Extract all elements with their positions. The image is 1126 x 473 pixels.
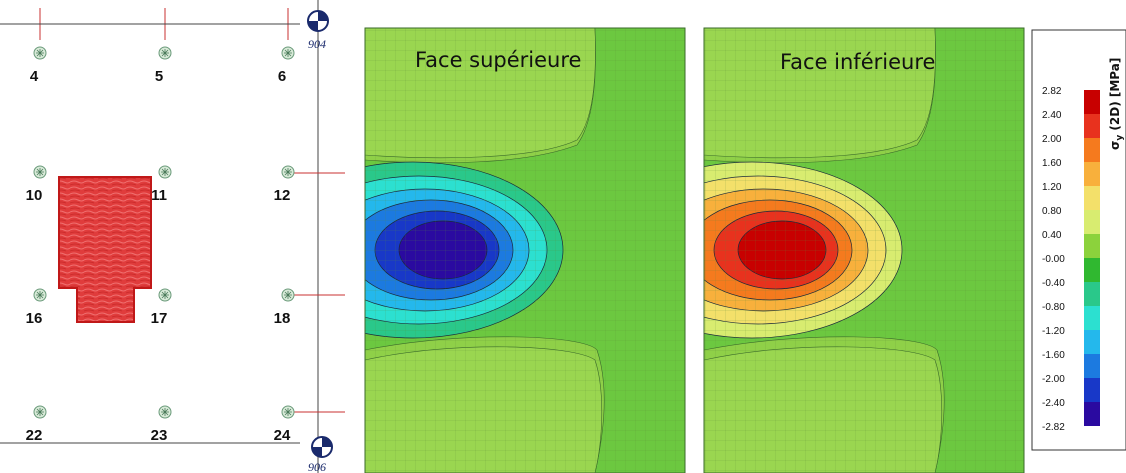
legend-units: (2D) [MPa] [1108, 58, 1122, 135]
support-node-icon [281, 46, 295, 60]
node-label: 6 [278, 68, 286, 85]
support-node-icon [33, 165, 47, 179]
support-node-icon [33, 46, 47, 60]
legend-tick: 0.40 [1042, 230, 1062, 241]
legend-tick: -1.60 [1042, 350, 1065, 361]
map-face-superieure [365, 28, 685, 473]
map-title-inferieure: Face inférieure [780, 50, 935, 74]
node-label: 4 [30, 68, 39, 85]
support-node-icon [33, 405, 47, 419]
contour-maps: Face supérieure Face inférieure [364, 27, 1025, 473]
support-node-icon [158, 405, 172, 419]
legend-tick: -2.82 [1042, 422, 1065, 433]
node-label: 10 [26, 187, 43, 204]
legend-color-bar [1084, 90, 1100, 426]
legend-swatch [1084, 402, 1100, 426]
support-node-icon [158, 165, 172, 179]
legend-tick: 2.40 [1042, 110, 1062, 121]
legend-frame [1031, 29, 1126, 451]
support-node-icon [158, 288, 172, 302]
node-label: 16 [26, 310, 43, 327]
legend-tick: -0.80 [1042, 302, 1065, 313]
support-node-icon [158, 46, 172, 60]
legend-swatch [1084, 258, 1100, 282]
node-label: 11 [151, 187, 167, 204]
axis-marker-904 [307, 10, 329, 32]
legend-swatch [1084, 90, 1100, 114]
legend-title: σy (2D) [MPa] [1108, 58, 1125, 150]
legend-swatch [1084, 186, 1100, 210]
legend-tick-labels: 2.82 2.40 2.00 1.60 1.20 0.80 0.40 -0.00 -0.40 -0… [1042, 86, 1065, 433]
legend-swatch [1084, 210, 1100, 234]
legend-tick: 1.20 [1042, 182, 1062, 193]
support-node-icon [281, 288, 295, 302]
axis-label-906: 906 [308, 460, 326, 473]
legend-tick: -2.40 [1042, 398, 1065, 409]
support-node-icon [281, 165, 295, 179]
legend-swatch [1084, 282, 1100, 306]
support-node-icon [281, 405, 295, 419]
structural-plan: 4 5 6 10 11 12 16 17 18 22 23 24 904 906 [0, 0, 345, 473]
legend-tick: 2.00 [1042, 134, 1062, 145]
legend-swatch [1084, 162, 1100, 186]
map-face-inferieure [704, 28, 1024, 473]
node-label: 18 [274, 310, 291, 327]
legend-subscript: y [1115, 135, 1125, 141]
red-element [58, 176, 152, 323]
legend-tick: 2.82 [1042, 86, 1062, 97]
legend-tick: -0.40 [1042, 278, 1065, 289]
support-node-icon [33, 288, 47, 302]
legend-swatch [1084, 138, 1100, 162]
node-label: 17 [151, 310, 168, 327]
axis-marker-906 [311, 436, 333, 458]
stress-legend: 2.82 2.40 2.00 1.60 1.20 0.80 0.40 -0.00 -0.40 -0… [1031, 29, 1126, 451]
node-label: 5 [155, 68, 163, 85]
node-group: 4 5 6 10 11 12 16 17 18 22 23 24 [26, 46, 295, 444]
legend-swatch [1084, 306, 1100, 330]
legend-swatch [1084, 330, 1100, 354]
legend-tick: -2.00 [1042, 374, 1065, 385]
legend-tick: 0.80 [1042, 206, 1062, 217]
legend-swatch [1084, 354, 1100, 378]
node-label: 12 [274, 187, 291, 204]
legend-tick: 1.60 [1042, 158, 1062, 169]
legend-swatch [1084, 234, 1100, 258]
node-label: 23 [151, 427, 168, 444]
legend-swatch [1084, 114, 1100, 138]
node-label: 24 [274, 427, 291, 444]
legend-tick: -0.00 [1042, 254, 1065, 265]
legend-swatch [1084, 378, 1100, 402]
node-label: 22 [26, 427, 43, 444]
map-title-superieure: Face supérieure [415, 48, 581, 72]
axis-label-904: 904 [308, 37, 326, 51]
legend-sigma: σ [1108, 141, 1122, 150]
legend-tick: -1.20 [1042, 326, 1065, 337]
